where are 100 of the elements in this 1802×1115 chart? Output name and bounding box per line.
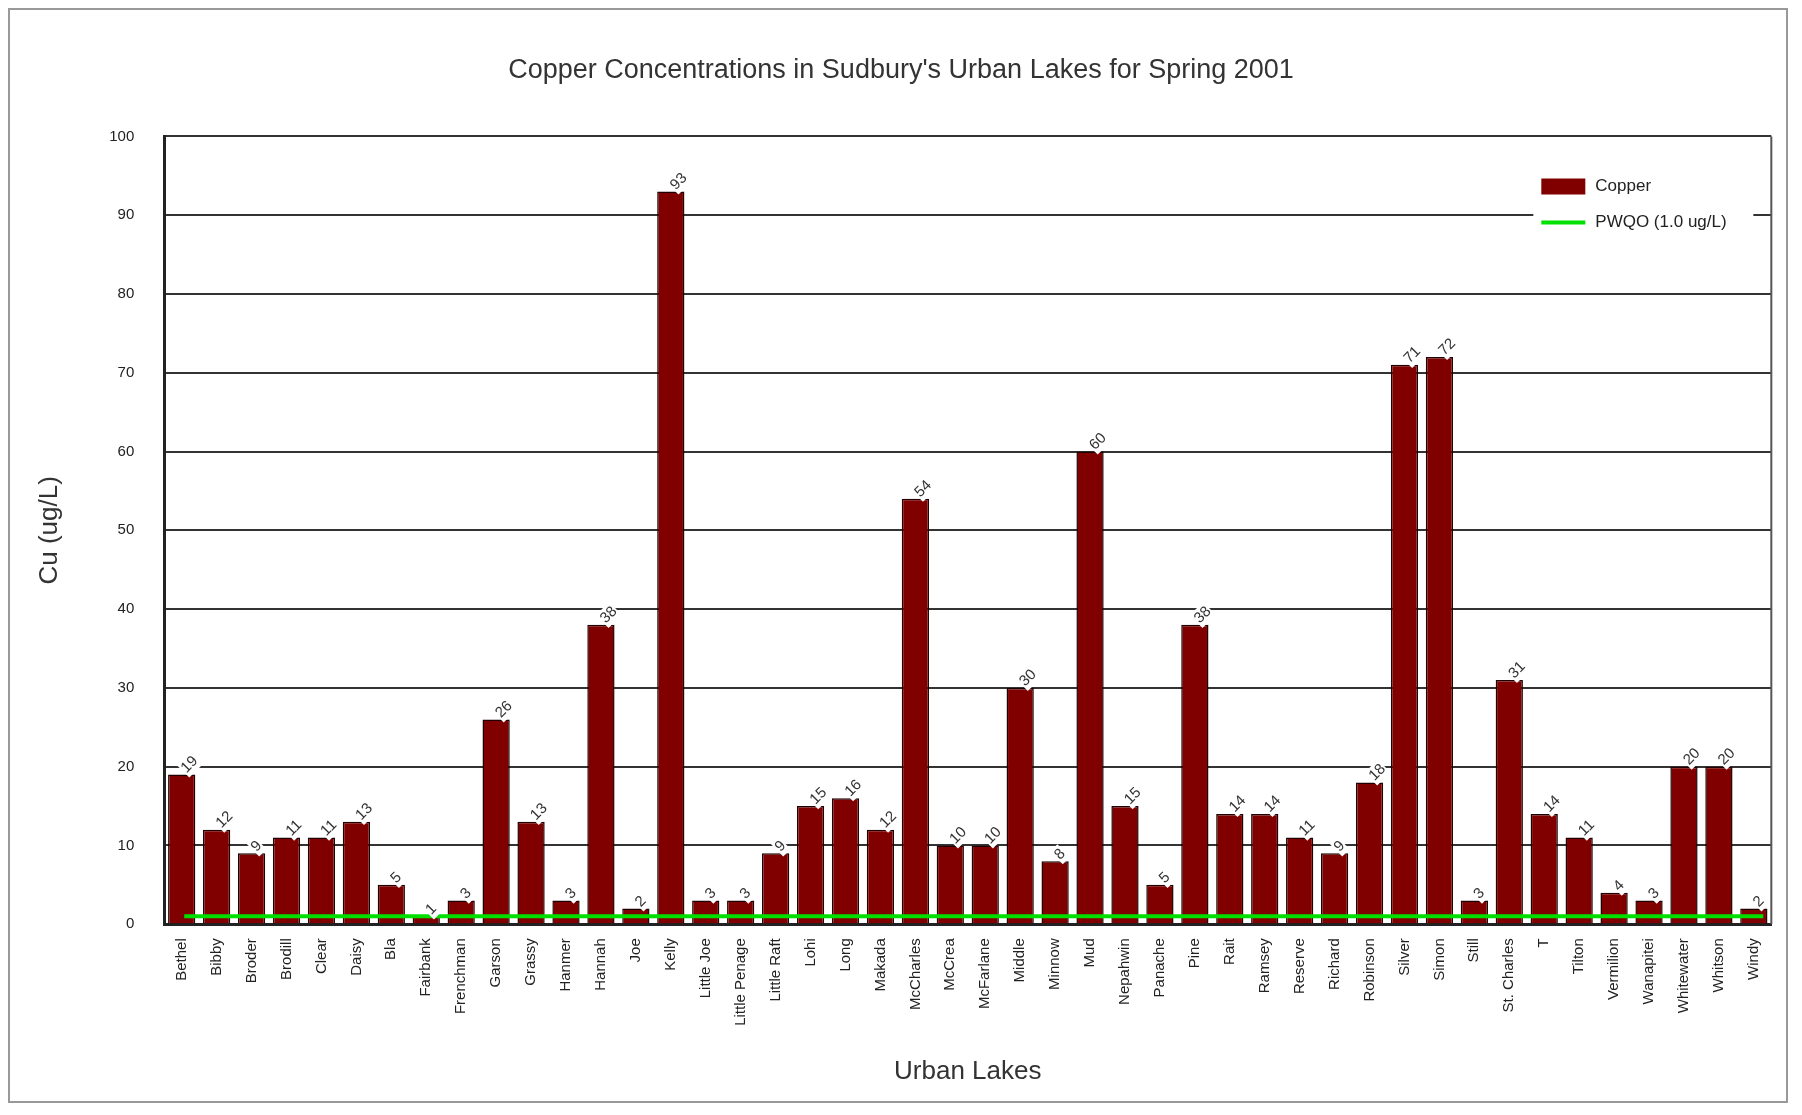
y-tick-label: 20: [117, 756, 135, 774]
x-tick-label: Nepahwin: [1115, 938, 1133, 1005]
data-label: 5: [386, 867, 405, 886]
x-tick-label: Pine: [1185, 938, 1202, 969]
x-tick-label: Bla: [381, 937, 399, 960]
data-label: 3: [561, 883, 579, 902]
y-tick-label: 0: [125, 914, 135, 932]
y-tick-label: 10: [117, 835, 135, 853]
data-label: 93: [665, 168, 690, 193]
data-label: 30: [1015, 665, 1040, 689]
data-label: 12: [875, 806, 900, 831]
x-tick-label: Windy: [1743, 937, 1761, 980]
x-tick-label: Richard: [1324, 938, 1342, 990]
data-label: 3: [735, 883, 754, 902]
data-label: 19: [176, 751, 201, 776]
x-tick-label: McCrea: [940, 937, 958, 991]
x-tick-label: Daisy: [346, 937, 364, 976]
data-label: 20: [1713, 743, 1738, 768]
x-tick-label: St. Charles: [1499, 938, 1517, 1013]
x-tick-label: Robinson: [1359, 938, 1377, 1002]
data-label: 2: [1748, 891, 1767, 910]
data-label: 9: [1329, 836, 1348, 855]
y-tick-label: 70: [117, 362, 135, 380]
data-label: 60: [1085, 428, 1109, 453]
x-tick-label: Fairbank: [416, 937, 434, 997]
x-tick-label: Brodill: [276, 938, 294, 980]
data-label: 10: [980, 822, 1005, 847]
x-tick-label: Bibby: [206, 937, 224, 976]
data-label: 4: [1609, 875, 1628, 894]
x-tick-label: Tilton: [1569, 938, 1587, 975]
x-tick-label: Little Penage: [730, 938, 748, 1026]
x-tick-label: Broder: [241, 938, 259, 984]
data-label: 1: [421, 899, 440, 918]
x-axis-title: Urban Lakes: [894, 1054, 1042, 1085]
data-label: 18: [1364, 759, 1389, 784]
data-label: 10: [945, 822, 970, 847]
x-tick-label: Middle: [1010, 938, 1028, 983]
x-tick-label: Silver: [1394, 938, 1412, 976]
x-tick-label: McCharles: [905, 938, 923, 1010]
legend-label: PWQO (1.0 ug/L): [1595, 212, 1727, 232]
data-label: 8: [1050, 844, 1069, 863]
data-label: 3: [456, 883, 475, 902]
x-tick-label: Minnow: [1045, 938, 1063, 990]
y-tick-label: 80: [117, 284, 135, 302]
x-tick-label: Kelly: [660, 937, 678, 971]
data-label: 15: [1120, 783, 1144, 808]
x-tick-label: Hannah: [591, 938, 609, 991]
data-label: 26: [491, 696, 515, 721]
x-tick-label: Ramsey: [1254, 937, 1272, 994]
x-tick-label: Simon: [1429, 938, 1447, 981]
data-label: 11: [1574, 815, 1598, 839]
x-tick-label: Rait: [1219, 937, 1237, 965]
y-tick-label: 30: [117, 678, 135, 696]
data-label: 38: [1189, 602, 1214, 626]
x-tick-label: Still: [1464, 938, 1482, 963]
data-label: 54: [910, 476, 935, 500]
data-label: 11: [281, 815, 305, 839]
data-label: 12: [211, 806, 236, 831]
data-label: 20: [1679, 743, 1703, 768]
data-label: 31: [1504, 657, 1529, 682]
x-tick-label: Reserve: [1289, 938, 1307, 995]
x-tick-label: Wanapitei: [1639, 938, 1657, 1005]
y-tick-label: 90: [117, 205, 135, 223]
data-label: 3: [1644, 883, 1662, 902]
x-tick-label: Joe: [626, 938, 644, 963]
data-label: 5: [1154, 867, 1173, 886]
data-label: 13: [526, 799, 550, 823]
x-tick-label: Little Raft: [765, 937, 783, 1002]
y-tick-label: 100: [109, 126, 135, 144]
data-label: 9: [770, 836, 789, 855]
x-tick-label: Panache: [1150, 938, 1168, 998]
y-tick-label: 50: [117, 520, 135, 538]
y-tick-label: 60: [117, 441, 135, 459]
x-tick-label: Little Joe: [695, 938, 713, 999]
x-tick-label: Grassy: [521, 937, 539, 986]
x-tick-label: Bethel: [171, 938, 189, 981]
y-axis-title: Cu (ug/L): [32, 476, 63, 585]
x-tick-label: T: [1534, 938, 1552, 948]
x-tick-label: Makada: [870, 937, 888, 992]
legend-label: Copper: [1595, 176, 1652, 196]
data-label: 71: [1399, 342, 1424, 366]
data-label: 3: [700, 883, 719, 902]
chart-title: Copper Concentrations in Sudbury's Urban Lakes for Spring 2001: [508, 53, 1294, 84]
y-tick-label: 40: [117, 599, 135, 617]
x-tick-label: Garson: [486, 938, 504, 988]
x-tick-label: Frenchman: [451, 938, 469, 1015]
x-tick-label: Whitson: [1709, 938, 1727, 993]
data-label: 9: [246, 836, 265, 855]
data-label: 14: [1224, 791, 1249, 815]
data-label: 16: [840, 775, 865, 800]
x-tick-label: Hanmer: [556, 938, 574, 992]
x-tick-label: Whitewater: [1674, 938, 1692, 1014]
x-tick-label: Mud: [1080, 938, 1098, 968]
x-tick-label: Long: [835, 938, 853, 972]
x-tick-label: Lohi: [800, 938, 818, 967]
data-label: 13: [351, 799, 376, 823]
x-tick-label: Vermilion: [1604, 938, 1622, 1000]
data-label: 14: [1259, 791, 1284, 815]
data-label: 14: [1539, 791, 1564, 815]
data-label: 72: [1434, 334, 1459, 359]
